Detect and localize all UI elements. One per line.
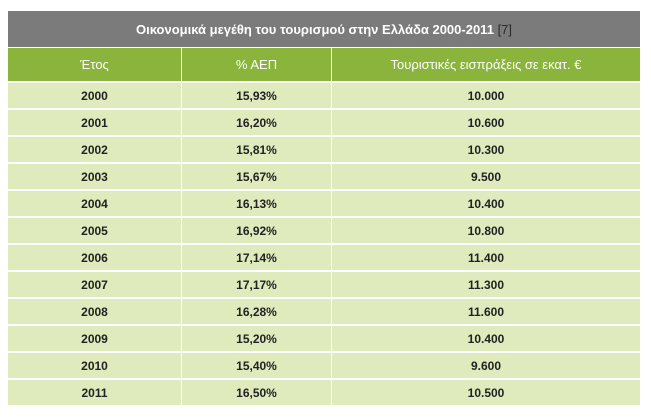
cell-receipts: 10.400	[330, 324, 642, 352]
table-row: 2001 16,20% 10.600	[7, 108, 642, 136]
cell-receipts: 10.600	[330, 108, 642, 136]
cell-year: 2010	[7, 351, 182, 379]
table-row: 2003 15,67% 9.500	[7, 162, 642, 190]
table-row: 2007 17,17% 11.300	[7, 270, 642, 298]
cell-receipts: 9.600	[330, 351, 642, 379]
column-header-year: Έτος	[7, 47, 182, 82]
cell-receipts: 10.000	[330, 81, 642, 109]
tourism-table-container: Οικονομικά μεγέθη του τουρισμού στην Ελλ…	[6, 10, 642, 405]
cell-gdp-percent: 15,81%	[181, 135, 332, 163]
table-row: 2005 16,92% 10.800	[7, 216, 642, 244]
cell-receipts: 11.300	[330, 270, 642, 298]
cell-receipts: 10.400	[330, 189, 642, 217]
cell-gdp-percent: 16,50%	[181, 378, 332, 405]
cell-receipts: 11.400	[330, 243, 642, 271]
reference-link[interactable]: [7]	[497, 21, 513, 37]
cell-gdp-percent: 16,92%	[181, 216, 332, 244]
cell-year: 2011	[7, 378, 182, 405]
cell-gdp-percent: 15,40%	[181, 351, 332, 379]
cell-gdp-percent: 15,93%	[181, 81, 332, 109]
cell-gdp-percent: 16,28%	[181, 297, 332, 325]
cell-gdp-percent: 17,14%	[181, 243, 332, 271]
table-title: Οικονομικά μεγέθη του τουρισμού στην Ελλ…	[135, 21, 494, 37]
table-body: 2000 15,93% 10.000 2001 16,20% 10.600 20…	[7, 81, 642, 405]
cell-receipts: 9.500	[330, 162, 642, 190]
table-row: 2002 15,81% 10.300	[7, 135, 642, 163]
table-row: 2006 17,14% 11.400	[7, 243, 642, 271]
cell-year: 2002	[7, 135, 182, 163]
cell-gdp-percent: 16,13%	[181, 189, 332, 217]
column-header-gdp-percent: % ΑΕΠ	[181, 47, 332, 82]
table-row: 2009 15,20% 10.400	[7, 324, 642, 352]
cell-year: 2006	[7, 243, 182, 271]
cell-receipts: 10.300	[330, 135, 642, 163]
table-row: 2011 16,50% 10.500	[7, 378, 642, 405]
cell-year: 2008	[7, 297, 182, 325]
table-row: 2004 16,13% 10.400	[7, 189, 642, 217]
cell-receipts: 10.800	[330, 216, 642, 244]
column-header-tourism-receipts: Τουριστικές εισπράξεις σε εκατ. €	[330, 47, 642, 82]
cell-year: 2007	[7, 270, 182, 298]
cell-receipts: 10.500	[330, 378, 642, 405]
table-row: 2000 15,93% 10.000	[7, 81, 642, 109]
cell-receipts: 11.600	[330, 297, 642, 325]
cell-year: 2000	[7, 81, 182, 109]
cell-gdp-percent: 16,20%	[181, 108, 332, 136]
table-row: 2010 15,40% 9.600	[7, 351, 642, 379]
cell-year: 2004	[7, 189, 182, 217]
table-row: 2008 16,28% 11.600	[7, 297, 642, 325]
cell-gdp-percent: 17,17%	[181, 270, 332, 298]
tourism-economics-table: Οικονομικά μεγέθη του τουρισμού στην Ελλ…	[6, 10, 642, 405]
cell-gdp-percent: 15,67%	[181, 162, 332, 190]
cell-year: 2001	[7, 108, 182, 136]
cell-year: 2003	[7, 162, 182, 190]
cell-year: 2005	[7, 216, 182, 244]
table-caption: Οικονομικά μεγέθη του τουρισμού στην Ελλ…	[6, 10, 642, 48]
cell-year: 2009	[7, 324, 182, 352]
cell-gdp-percent: 15,20%	[181, 324, 332, 352]
